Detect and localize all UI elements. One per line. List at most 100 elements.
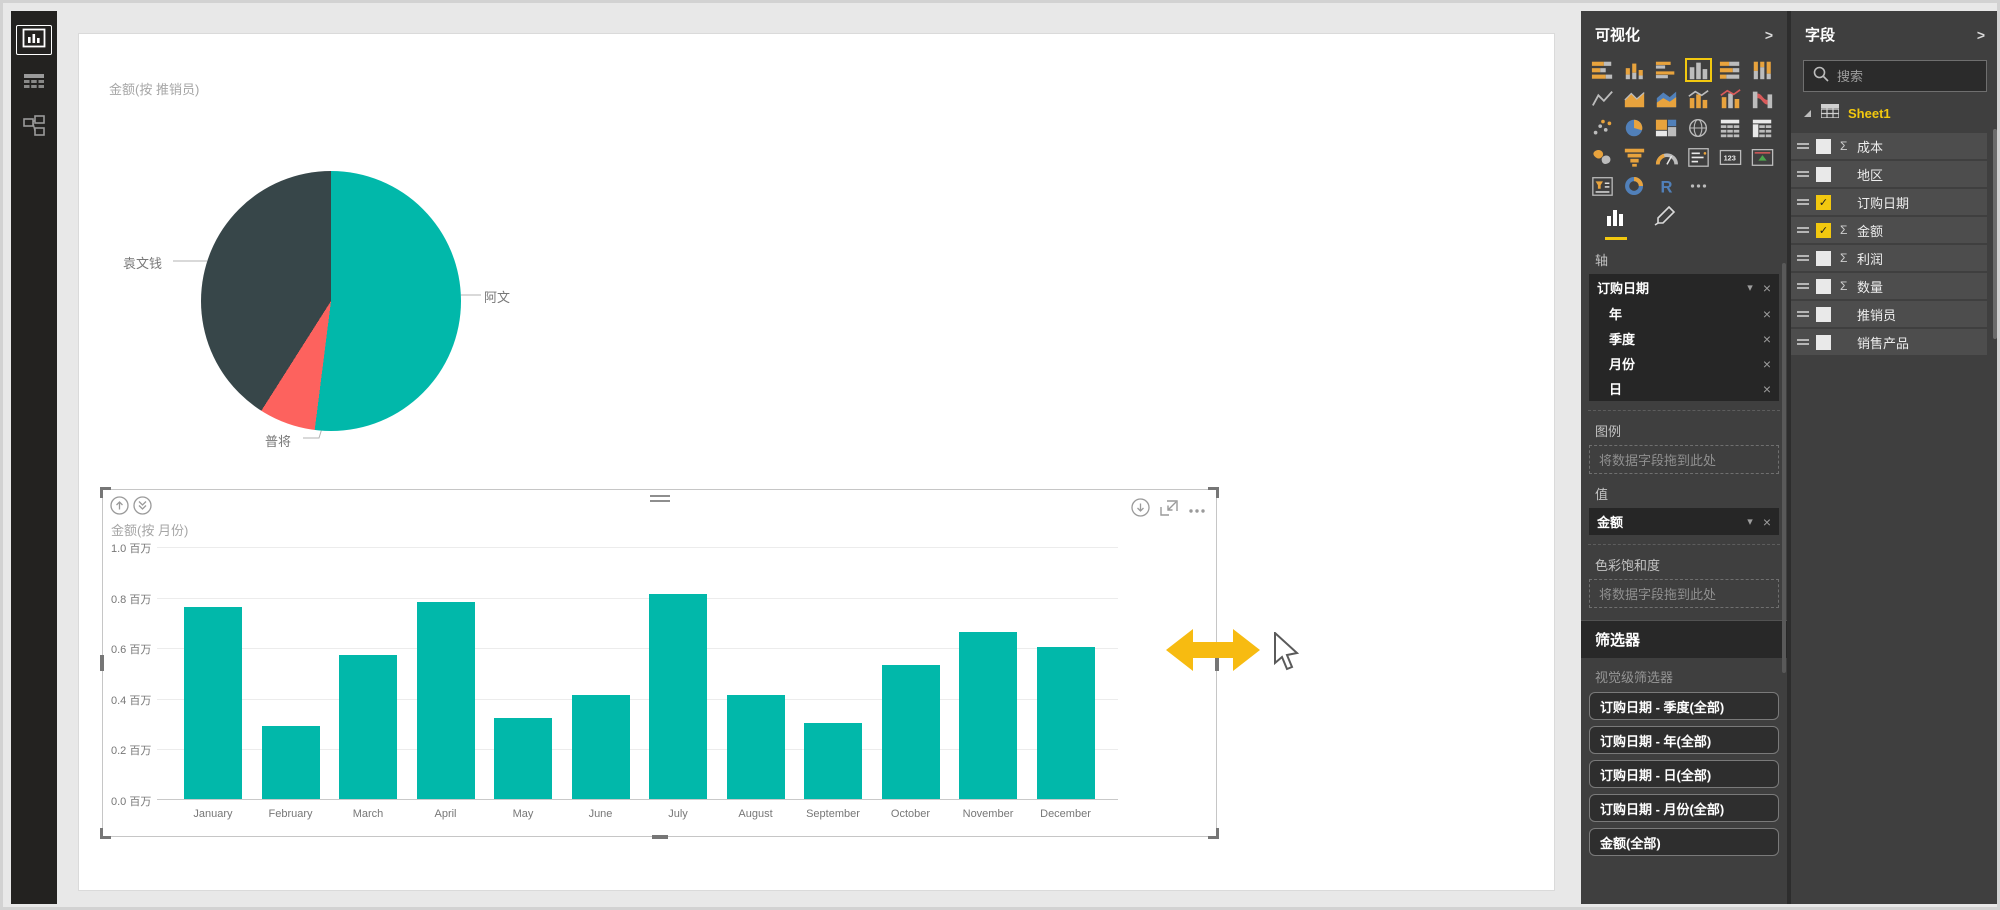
filter-chip[interactable]: 金额(全部) bbox=[1589, 828, 1779, 856]
resize-handle-left[interactable] bbox=[100, 655, 104, 671]
field-row[interactable]: Σ 成本 bbox=[1791, 133, 1987, 159]
resize-handle-right[interactable] bbox=[1215, 655, 1219, 671]
values-field[interactable]: 金额 ▾ × bbox=[1589, 508, 1779, 535]
axis-hierarchy-item[interactable]: 月份 × bbox=[1589, 351, 1779, 376]
donut-chart-icon[interactable] bbox=[1621, 174, 1648, 198]
field-row[interactable]: Σ 数量 bbox=[1791, 273, 1987, 299]
remove-field-icon[interactable]: × bbox=[1762, 279, 1771, 296]
remove-field-icon[interactable]: × bbox=[1762, 513, 1771, 530]
dropdown-caret-icon[interactable]: ▾ bbox=[1747, 282, 1753, 294]
field-row[interactable]: ✓ Σ 金额 bbox=[1791, 217, 1987, 243]
map-icon[interactable] bbox=[1685, 116, 1712, 140]
report-page[interactable]: 金额(按 推销员) 阿文 普将 袁文钱 bbox=[78, 33, 1555, 891]
more-options-icon[interactable] bbox=[1188, 501, 1206, 519]
field-row[interactable]: ✓ 订购日期 bbox=[1791, 189, 1987, 215]
filter-chip[interactable]: 订购日期 - 季度(全部) bbox=[1589, 692, 1779, 720]
bar-november[interactable] bbox=[959, 632, 1017, 799]
stacked-bar-chart-icon[interactable] bbox=[1589, 58, 1616, 82]
drag-handle-icon[interactable] bbox=[1797, 337, 1809, 347]
drag-handle-icon[interactable] bbox=[1797, 169, 1809, 179]
checkbox-unchecked[interactable] bbox=[1816, 306, 1831, 322]
field-row[interactable]: Σ 利润 bbox=[1791, 245, 1987, 271]
bar-june[interactable] bbox=[571, 695, 630, 799]
drill-down-icon[interactable] bbox=[1131, 498, 1150, 522]
collapse-pane-icon[interactable]: > bbox=[1764, 26, 1773, 43]
focus-mode-icon[interactable] bbox=[1160, 499, 1178, 521]
data-view-button[interactable] bbox=[16, 69, 52, 99]
stacked-column-chart-icon[interactable] bbox=[1621, 58, 1648, 82]
values-field-well[interactable]: 金额 ▾ × bbox=[1589, 508, 1779, 535]
table-tree-node[interactable]: Sheet1 bbox=[1791, 92, 1997, 131]
pie-chart-plot[interactable] bbox=[201, 171, 461, 431]
ribbon-chart-icon[interactable] bbox=[1749, 87, 1776, 111]
bar-april[interactable] bbox=[416, 602, 475, 799]
hundred-percent-stacked-bar-chart-icon[interactable] bbox=[1717, 58, 1744, 82]
dropdown-caret-icon[interactable]: ▾ bbox=[1747, 516, 1753, 528]
checkbox-unchecked[interactable] bbox=[1816, 278, 1831, 294]
resize-handle-bottom[interactable] bbox=[651, 835, 668, 839]
filter-chip[interactable]: 订购日期 - 日(全部) bbox=[1589, 760, 1779, 788]
drill-up-icon[interactable] bbox=[110, 496, 129, 520]
checkbox-unchecked[interactable] bbox=[1816, 250, 1831, 266]
drill-down-mode-icon[interactable] bbox=[133, 496, 152, 520]
axis-hierarchy-item[interactable]: 日 × bbox=[1589, 376, 1779, 401]
pie-chart-icon[interactable] bbox=[1621, 116, 1648, 140]
checkbox-checked[interactable]: ✓ bbox=[1816, 222, 1831, 238]
report-view-button[interactable] bbox=[16, 25, 52, 55]
resize-handle-bottom-right[interactable] bbox=[1208, 828, 1219, 839]
filter-chip[interactable]: 订购日期 - 月份(全部) bbox=[1589, 794, 1779, 822]
funnel-chart-icon[interactable] bbox=[1621, 145, 1648, 169]
axis-field[interactable]: 订购日期 ▾ × bbox=[1589, 274, 1779, 301]
area-chart-icon[interactable] bbox=[1621, 87, 1648, 111]
resize-handle-bottom-left[interactable] bbox=[100, 828, 111, 839]
remove-field-icon[interactable]: × bbox=[1762, 305, 1771, 322]
column-chart-visual[interactable]: 金额(按 月份) 1.0 百万 0.8 百万 0.6 百万 0.4 百万 0.2 百万 0… bbox=[100, 487, 1219, 839]
checkbox-unchecked[interactable] bbox=[1816, 334, 1831, 350]
legend-drop-zone[interactable]: 将数据字段拖到此处 bbox=[1589, 445, 1779, 474]
gauge-icon[interactable] bbox=[1653, 145, 1680, 169]
axis-hierarchy-item[interactable]: 季度 × bbox=[1589, 326, 1779, 351]
card-icon[interactable]: 123 bbox=[1717, 145, 1744, 169]
hundred-percent-stacked-column-chart-icon[interactable] bbox=[1749, 58, 1776, 82]
remove-field-icon[interactable]: × bbox=[1762, 330, 1771, 347]
clustered-column-chart-icon[interactable] bbox=[1685, 58, 1712, 82]
more-options-icon[interactable] bbox=[1685, 174, 1712, 198]
field-row[interactable]: 推销员 bbox=[1791, 301, 1987, 327]
stacked-area-chart-icon[interactable] bbox=[1653, 87, 1680, 111]
resize-handle-top-left[interactable] bbox=[100, 487, 111, 498]
r-script-visual-icon[interactable]: R bbox=[1653, 174, 1680, 198]
slicer-icon[interactable] bbox=[1589, 174, 1616, 198]
drag-handle-icon[interactable] bbox=[1797, 225, 1809, 235]
bar-january[interactable] bbox=[184, 607, 242, 799]
fields-tab[interactable] bbox=[1605, 208, 1627, 240]
treemap-icon[interactable] bbox=[1653, 116, 1680, 140]
visual-drag-grip-icon[interactable] bbox=[649, 495, 670, 505]
model-view-button[interactable] bbox=[16, 113, 52, 143]
axis-field-well[interactable]: 订购日期 ▾ × 年 × 季度 × 月份 × 日 × bbox=[1589, 274, 1779, 401]
line-and-clustered-column-chart-icon[interactable] bbox=[1717, 87, 1744, 111]
table-icon[interactable] bbox=[1717, 116, 1744, 140]
bar-december[interactable] bbox=[1036, 647, 1095, 799]
checkbox-unchecked[interactable] bbox=[1816, 166, 1831, 182]
bar-september[interactable] bbox=[804, 723, 862, 799]
filled-map-icon[interactable] bbox=[1589, 145, 1616, 169]
multi-row-card-icon[interactable] bbox=[1685, 145, 1712, 169]
bar-february[interactable] bbox=[261, 726, 320, 799]
axis-hierarchy-item[interactable]: 年 × bbox=[1589, 301, 1779, 326]
saturation-drop-zone[interactable]: 将数据字段拖到此处 bbox=[1589, 579, 1779, 608]
remove-field-icon[interactable]: × bbox=[1762, 380, 1771, 397]
fields-pane-scrollbar[interactable] bbox=[1993, 129, 1997, 339]
pie-chart-visual[interactable]: 金额(按 推销员) 阿文 普将 袁文钱 bbox=[79, 34, 839, 504]
scatter-chart-icon[interactable] bbox=[1589, 116, 1616, 140]
field-row[interactable]: 地区 bbox=[1791, 161, 1987, 187]
expand-triangle-icon[interactable] bbox=[1803, 105, 1812, 123]
checkbox-unchecked[interactable] bbox=[1816, 138, 1831, 154]
line-chart-icon[interactable] bbox=[1589, 87, 1616, 111]
remove-field-icon[interactable]: × bbox=[1762, 355, 1771, 372]
line-and-stacked-column-chart-icon[interactable] bbox=[1685, 87, 1712, 111]
bar-may[interactable] bbox=[494, 718, 552, 799]
matrix-icon[interactable] bbox=[1749, 116, 1776, 140]
drag-handle-icon[interactable] bbox=[1797, 141, 1809, 151]
drag-handle-icon[interactable] bbox=[1797, 197, 1809, 207]
drag-handle-icon[interactable] bbox=[1797, 253, 1809, 263]
